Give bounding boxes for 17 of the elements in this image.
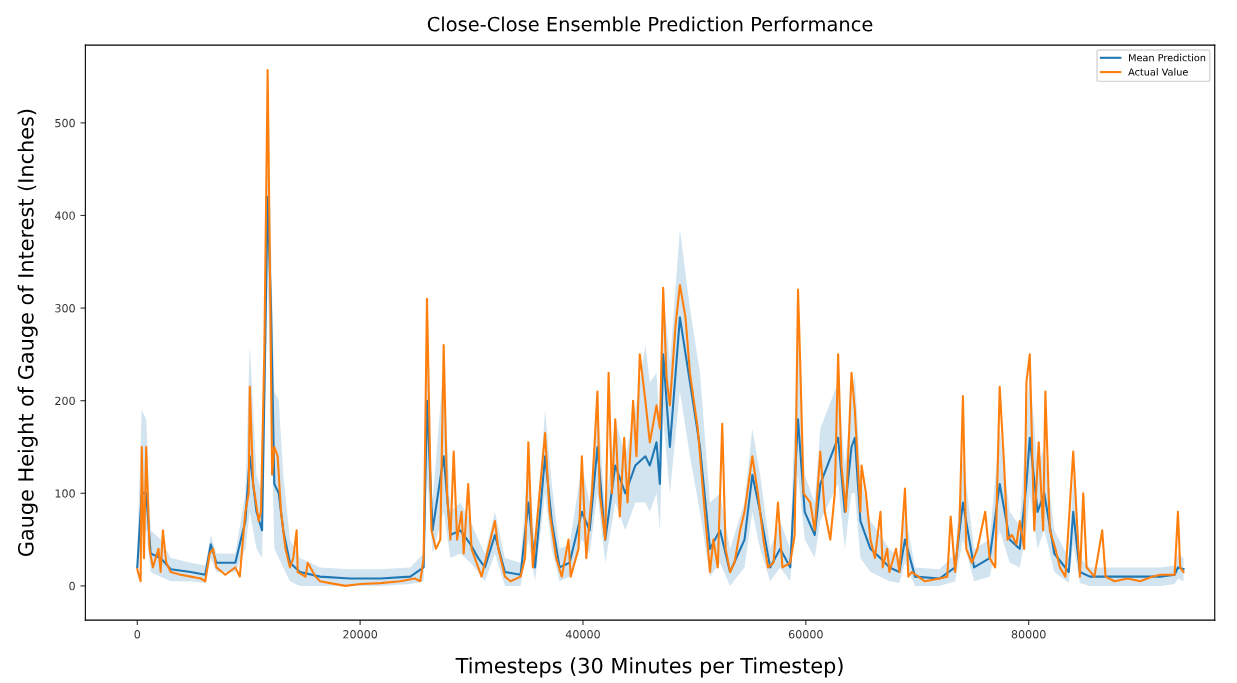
y-tick-label: 500 xyxy=(55,118,75,128)
y-tick-label: 400 xyxy=(54,211,75,220)
legend-label: Actual Value xyxy=(1128,68,1188,76)
legend-label: Mean Prediction xyxy=(1129,53,1206,62)
y-tick-label: 0 xyxy=(69,581,75,591)
x-tick-label: 80000 xyxy=(1011,630,1046,639)
y-axis-title: Gauge Height of Gauge of Interest (Inches) xyxy=(17,109,38,557)
line-series xyxy=(136,195,1185,580)
y-tick-label: 300 xyxy=(55,304,75,313)
x-tick-label: 0 xyxy=(134,630,141,639)
x-tick-label: 60000 xyxy=(788,630,823,639)
chart-title: Close-Close Ensemble Prediction Performance xyxy=(427,16,873,32)
x-tick-label: 40000 xyxy=(565,630,600,639)
x-axis-title: Timesteps (30 Minutes per Timestep) xyxy=(455,657,843,678)
y-tick-label: 100 xyxy=(55,489,75,498)
y-tick-label: 200 xyxy=(55,396,75,406)
x-tick-label: 20000 xyxy=(343,630,378,639)
